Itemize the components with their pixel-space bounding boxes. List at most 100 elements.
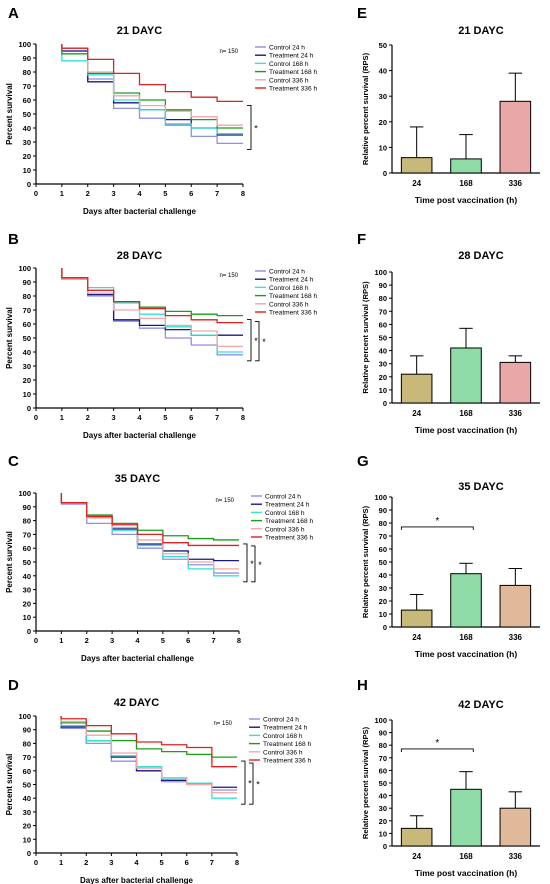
y-tick-label: 60 — [379, 320, 387, 329]
survival-curve-6 — [60, 493, 239, 547]
x-tick-label: 5 — [161, 636, 165, 645]
survival-curve-4 — [61, 44, 243, 129]
legend-entry: Treatment 168 h — [263, 741, 311, 748]
y-tick-label: 60 — [379, 545, 387, 554]
x-tick-label: 2 — [86, 189, 90, 198]
rps-panel-g: G 35 DAYC 0 10 20 30 40 50 60 70 80 90 100 24 168 336 Ti… — [357, 453, 540, 659]
y-tick-label: 50 — [379, 558, 387, 567]
chart-title: 35 DAYC — [115, 473, 161, 485]
survival-panel-c: C 35 DAYC 0 10 20 30 40 50 60 70 80 90 100 0 1 2 3 4 5 6 7 8 D… — [5, 453, 313, 663]
sample-size-label: n= 150 — [213, 721, 232, 727]
y-tick-label: 30 — [379, 804, 387, 813]
y-tick-label: 90 — [23, 278, 31, 287]
x-tick-label: 1 — [59, 858, 63, 867]
y-tick-label: 50 — [379, 779, 387, 788]
legend-entry: Treatment 24 h — [265, 502, 310, 509]
survival-curve-2 — [60, 493, 239, 562]
y-tick-label: 0 — [383, 623, 387, 632]
y-tick-label: 20 — [23, 822, 31, 831]
y-tick-label: 90 — [23, 726, 31, 735]
legend-entry: Treatment 168 h — [269, 293, 317, 300]
x-tick-label: 0 — [34, 636, 38, 645]
panel-letter: A — [8, 5, 19, 22]
y-tick-label: 40 — [23, 794, 31, 803]
panel-letter: B — [8, 231, 19, 248]
y-tick-label: 0 — [27, 627, 31, 636]
x-tick-label: 24 — [412, 179, 421, 188]
x-axis-label: Days after bacterial challenge — [81, 654, 194, 663]
x-tick-label: 3 — [112, 413, 116, 422]
panel-letter: C — [8, 453, 19, 470]
bar — [450, 788, 482, 847]
y-tick-label: 40 — [379, 347, 387, 356]
y-tick-label: 30 — [379, 584, 387, 593]
y-tick-label: 10 — [379, 610, 387, 619]
y-tick-label: 70 — [23, 82, 31, 91]
legend-entry: Control 24 h — [269, 269, 305, 276]
survival-curve-1 — [61, 268, 243, 356]
y-tick-label: 20 — [379, 817, 387, 826]
x-tick-label: 8 — [241, 189, 245, 198]
x-tick-label: 5 — [160, 858, 164, 867]
y-tick-label: 20 — [23, 376, 31, 385]
rps-panel-h: H 42 DAYC 0 10 20 30 40 50 60 70 80 90 100 24 168 336 Ti… — [357, 677, 540, 878]
significance-star: * — [248, 779, 252, 789]
y-tick-label: 70 — [379, 754, 387, 763]
significance-bracket — [249, 762, 254, 805]
significance-bracket — [255, 321, 260, 362]
y-tick-label: 90 — [379, 506, 387, 515]
significance-star: * — [256, 780, 260, 790]
x-tick-label: 168 — [459, 179, 473, 188]
x-tick-label: 4 — [137, 413, 142, 422]
y-tick-label: 10 — [23, 835, 31, 844]
x-tick-label: 24 — [412, 633, 421, 642]
legend-entry: Treatment 336 h — [269, 310, 317, 317]
significance-bracket — [400, 526, 474, 530]
y-tick-label: 30 — [379, 360, 387, 369]
x-tick-label: 2 — [86, 413, 90, 422]
y-tick-label: 80 — [23, 517, 31, 526]
x-axis-label: Time post vaccination (h) — [415, 195, 518, 205]
bar — [450, 347, 482, 404]
y-tick-label: 10 — [23, 613, 31, 622]
significance-bracket — [241, 760, 246, 805]
bar — [400, 609, 433, 628]
chart-title: 35 DAYC — [458, 481, 504, 493]
y-tick-label: 90 — [23, 503, 31, 512]
legend-entry: Control 24 h — [265, 494, 301, 501]
x-tick-label: 1 — [60, 189, 64, 198]
y-tick-label: 10 — [379, 143, 387, 152]
legend-entry: Treatment 24 h — [269, 53, 314, 60]
legend-entry: Treatment 24 h — [269, 277, 314, 284]
significance-star: * — [250, 559, 254, 569]
x-tick-label: 0 — [34, 413, 38, 422]
legend-entry: Control 24 h — [269, 45, 305, 52]
x-tick-label: 2 — [84, 858, 88, 867]
x-tick-label: 4 — [135, 636, 140, 645]
y-tick-label: 20 — [23, 152, 31, 161]
chart-title: 42 DAYC — [458, 699, 504, 711]
legend-entry: Treatment 336 h — [269, 86, 317, 93]
x-tick-label: 336 — [509, 409, 523, 418]
x-tick-label: 4 — [134, 858, 139, 867]
y-tick-label: 100 — [18, 712, 31, 721]
y-axis-label: Percent survival — [5, 83, 14, 145]
survival-curve-2 — [61, 268, 243, 336]
x-tick-label: 7 — [212, 636, 216, 645]
x-axis-label: Time post vaccination (h) — [415, 425, 518, 435]
y-tick-label: 50 — [23, 558, 31, 567]
y-tick-label: 20 — [23, 599, 31, 608]
bar — [400, 827, 433, 847]
y-tick-label: 0 — [27, 180, 31, 189]
x-axis-label: Days after bacterial challenge — [83, 207, 196, 216]
legend-entry: Control 168 h — [265, 510, 305, 517]
y-tick-label: 30 — [23, 586, 31, 595]
y-axis-label: Relative percent survival (RPS) — [361, 52, 370, 165]
survival-curve-6 — [60, 716, 237, 768]
y-tick-label: 30 — [23, 808, 31, 817]
significance-bracket — [400, 748, 474, 752]
y-tick-label: 30 — [23, 138, 31, 147]
y-tick-label: 90 — [23, 54, 31, 63]
x-tick-label: 1 — [59, 636, 63, 645]
rps-panel-e: E 21 DAYC 0 10 20 30 40 50 24 168 336 Time post vac… — [357, 5, 540, 205]
